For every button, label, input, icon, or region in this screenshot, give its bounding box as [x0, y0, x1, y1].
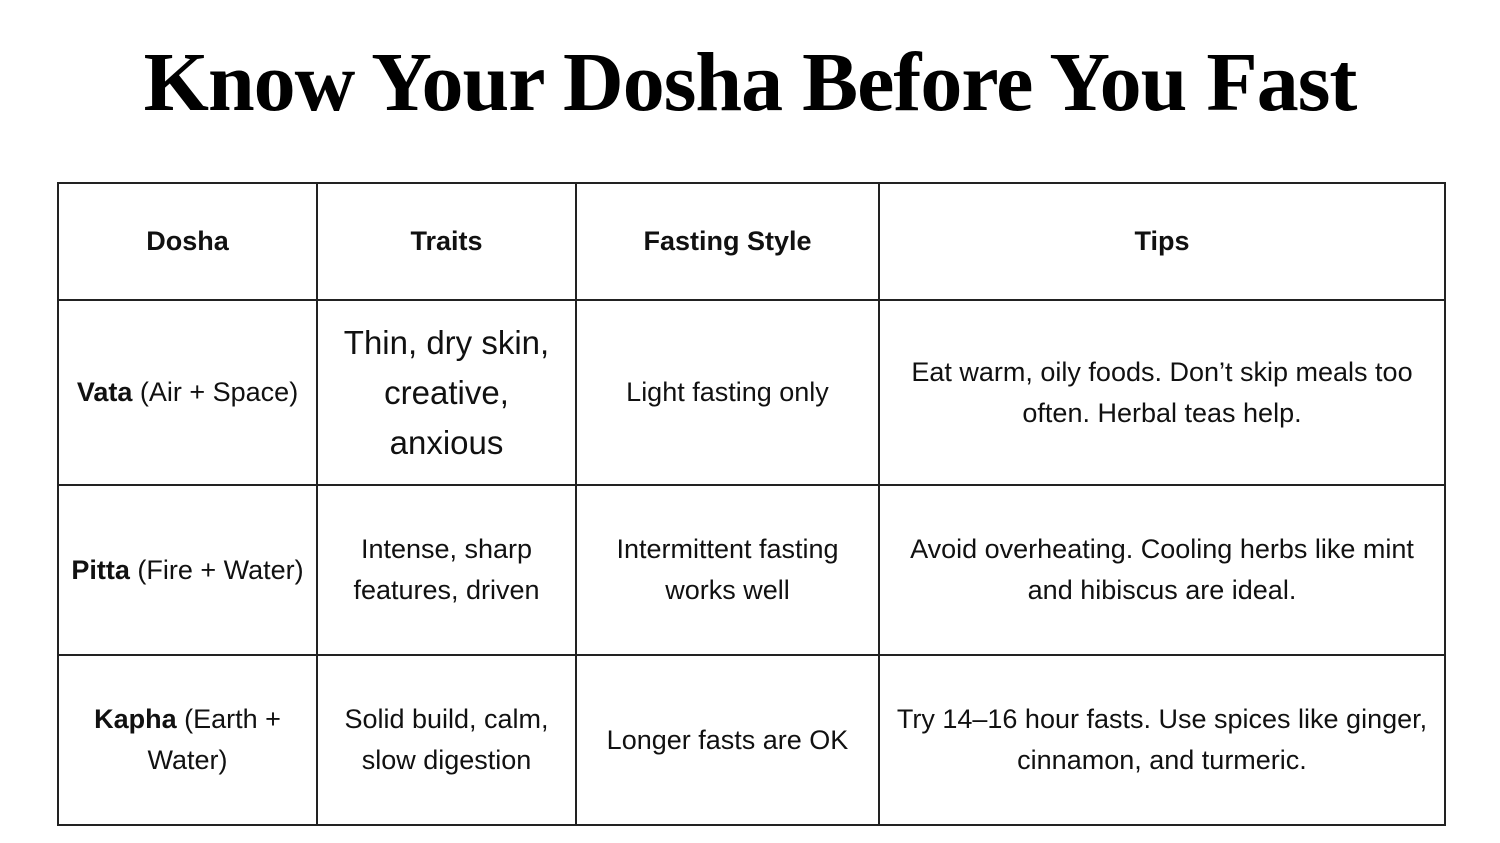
fasting-style-cell: Intermittent fasting works well [575, 484, 880, 656]
dosha-cell: Vata (Air + Space) [57, 299, 318, 486]
header-cell: Tips [878, 182, 1446, 301]
tips-cell: Avoid overheating. Cooling herbs like mi… [878, 484, 1446, 656]
table-head: Dosha Traits Fasting Style Tips [57, 182, 1446, 301]
dosha-element: (Earth + Water) [147, 704, 281, 775]
dosha-name: Pitta [71, 554, 130, 585]
table-row: Pitta (Fire + Water) Intense, sharp featu… [57, 484, 1446, 656]
header-row: Dosha Traits Fasting Style Tips [57, 182, 1446, 301]
traits-cell: Thin, dry skin, creative, anxious [316, 299, 577, 486]
fasting-style-cell: Longer fasts are OK [575, 654, 880, 826]
dosha-cell: Kapha (Earth + Water) [57, 654, 318, 826]
header-cell: Traits [316, 182, 577, 301]
table-row: Vata (Air + Space) Thin, dry skin, creati… [57, 299, 1446, 486]
dosha-element: (Fire + Water) [137, 554, 304, 585]
dosha-name: Vata [76, 377, 133, 407]
tips-cell: Eat warm, oily foods. Don’t skip meals t… [878, 299, 1446, 486]
dosha-name: Kapha [94, 704, 177, 734]
tips-cell: Try 14–16 hour fasts. Use spices like gi… [878, 654, 1446, 826]
header-cell: Dosha [57, 182, 318, 301]
traits-cell: Intense, sharp features, driven [316, 484, 577, 656]
dosha-element: (Air + Space) [139, 377, 299, 407]
fasting-style-cell: Light fasting only [575, 299, 880, 486]
title: Know Your Dosha Before You Fast [143, 36, 1358, 129]
dosha-table: Dosha Traits Fasting Style Tips Vata (Ai… [57, 182, 1446, 826]
traits-cell: Solid build, calm, slow digestion [316, 654, 577, 826]
table-body: Vata (Air + Space) Thin, dry skin, creati… [57, 299, 1446, 826]
header-cell: Fasting Style [575, 182, 880, 301]
table-row: Kapha (Earth + Water) Solid build, calm, … [57, 654, 1446, 826]
dosha-cell: Pitta (Fire + Water) [57, 484, 318, 656]
